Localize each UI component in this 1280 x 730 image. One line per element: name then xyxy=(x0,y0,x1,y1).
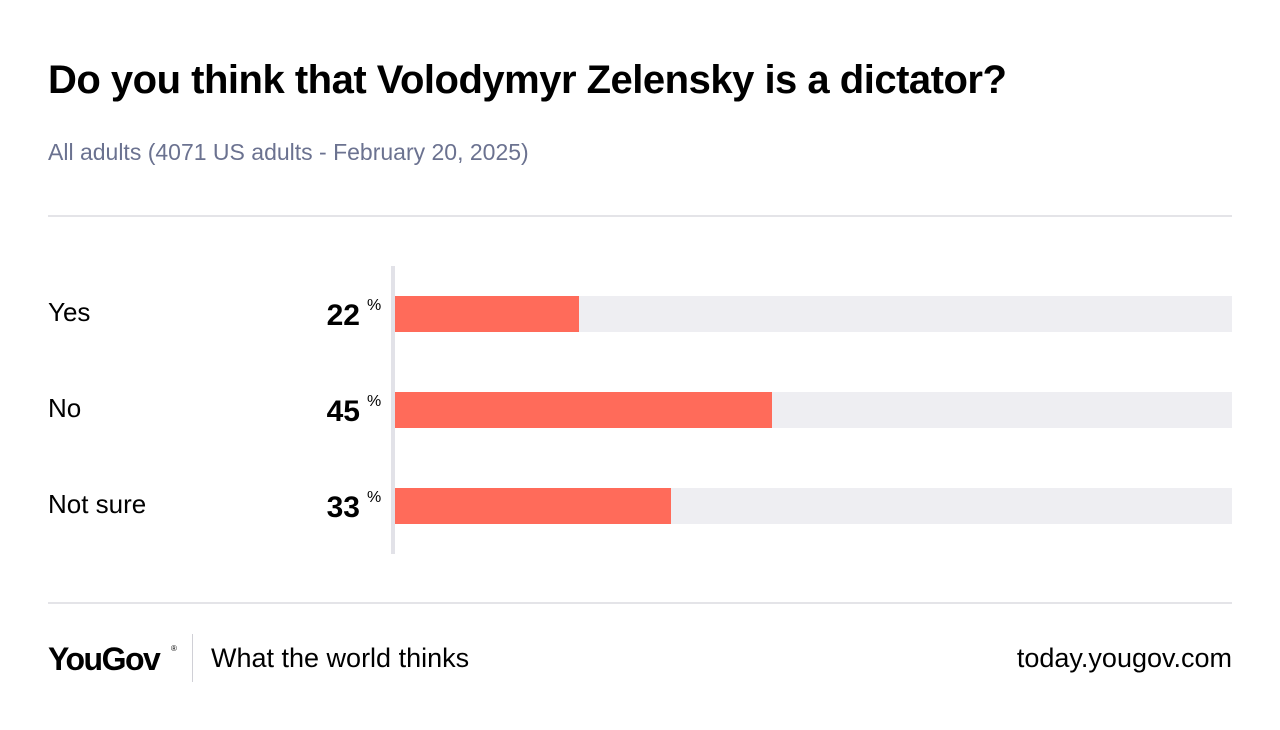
axis-line xyxy=(391,266,395,554)
unit-label: % xyxy=(367,489,382,506)
bar xyxy=(395,296,579,332)
data-label: 45 xyxy=(326,395,360,428)
category-label: No xyxy=(48,393,82,423)
top-divider xyxy=(48,215,1232,217)
category-label: Not sure xyxy=(48,489,147,519)
bar-row: No 45% xyxy=(0,392,1280,432)
data-label: 22 xyxy=(326,299,360,332)
footer-separator xyxy=(192,634,193,682)
unit-label: % xyxy=(367,297,382,314)
chart-title: Do you think that Volodymyr Zelensky is … xyxy=(48,58,1007,102)
bar-row: Not sure 33% xyxy=(0,488,1280,528)
category-label: Yes xyxy=(48,297,91,327)
bar-track xyxy=(395,488,1232,524)
data-label: 33 xyxy=(326,491,360,524)
yougov-logo: YouGov xyxy=(48,641,161,677)
footer: YouGov ® What the world thinks today.you… xyxy=(0,634,1280,684)
bar-row: Yes 22% xyxy=(0,296,1280,336)
bar xyxy=(395,488,671,524)
bar-track xyxy=(395,392,1232,428)
bar xyxy=(395,392,772,428)
site-link[interactable]: today.yougov.com xyxy=(1016,643,1232,673)
chart-subtitle: All adults (4071 US adults - February 20… xyxy=(48,139,529,165)
unit-label: % xyxy=(367,393,382,410)
bar-track xyxy=(395,296,1232,332)
tagline: What the world thinks xyxy=(211,643,470,673)
registered-mark: ® xyxy=(171,644,177,653)
bottom-divider xyxy=(48,602,1232,604)
